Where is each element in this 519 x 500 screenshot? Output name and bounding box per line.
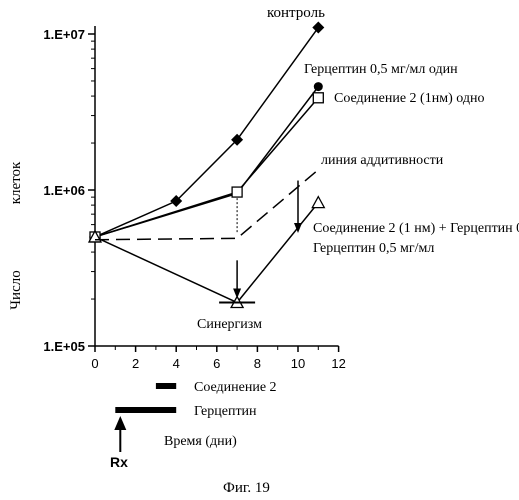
data-point-square	[313, 93, 323, 103]
x-tick-label: 8	[254, 356, 261, 371]
legend-label-control: контроль	[267, 5, 325, 21]
x-tick-label: 6	[213, 356, 220, 371]
figure-caption: Фиг. 19	[223, 480, 270, 496]
x-tick-label: 4	[173, 356, 180, 371]
legend-label-herceptin: Герцептин 0,5 мг/мл один	[304, 62, 458, 77]
x-axis-label: Время (дни)	[164, 434, 237, 449]
legend-label-additivity: линия аддитивности	[321, 153, 444, 168]
series-line	[95, 203, 318, 303]
legend-label-combination: Соединение 2 (1 нм) + Герцептин 0,5 мг/м…	[313, 221, 519, 236]
data-point-circle	[314, 82, 323, 91]
y-tick-label: 1.E+05	[43, 339, 85, 354]
data-point-square	[232, 187, 242, 197]
x-tick-label: 2	[132, 356, 139, 371]
x-tick-label: 10	[291, 356, 305, 371]
series-line	[95, 87, 318, 237]
y-tick-label: 1.E+06	[43, 183, 85, 198]
data-point-triangle	[312, 197, 324, 208]
series-line	[95, 28, 318, 237]
x-tick-label: 12	[331, 356, 345, 371]
treatment-label-herceptin: Герцептин	[194, 404, 257, 419]
treatment-label-compound2: Соединение 2	[194, 380, 277, 395]
chart-axes: 1.E+05 1.E+06 1.E+07 0 2 4 6 8 10 12	[43, 26, 345, 371]
rx-arrow-head	[114, 416, 126, 430]
synergy-arrow-head	[233, 289, 241, 299]
synergy-label: Синергизм	[197, 317, 262, 332]
series-line	[95, 170, 318, 240]
data-point-diamond	[312, 22, 324, 34]
rx-label: Rx	[110, 454, 128, 470]
y-axis-label-part1: Число	[8, 270, 24, 309]
data-series	[89, 22, 324, 308]
legend-label-combination-line2: Герцептин 0,5 мг/мл	[313, 241, 434, 256]
x-tick-label: 0	[91, 356, 98, 371]
treatment-bar	[115, 407, 176, 413]
series-line	[95, 98, 318, 237]
treatment-bar	[156, 383, 176, 389]
y-tick-label: 1.E+07	[43, 27, 85, 42]
y-axis-label-part2: клеток	[8, 161, 24, 204]
legend-label-compound2: Соединение 2 (1нм) одно	[334, 91, 484, 106]
